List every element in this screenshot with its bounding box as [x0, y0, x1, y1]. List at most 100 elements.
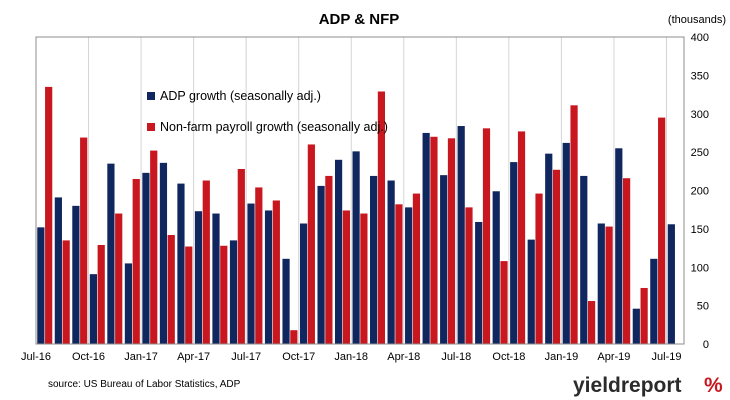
legend-swatch-adp: [147, 92, 155, 100]
adp-bar-dec-18: [545, 153, 553, 344]
x-tick-labels: Jul-16 Oct-16 Jan-17 Apr-17 Jul-17 Oct-17 Jan-…: [21, 351, 681, 363]
x-tick-oct-17: Oct-17: [282, 351, 315, 363]
nfp-bar-jan-19: [570, 105, 578, 344]
nfp-bar-jun-19: [658, 117, 666, 344]
nfp-bar-sep-18: [500, 261, 508, 344]
adp-bar-nov-16: [107, 163, 115, 344]
nfp-bar-jun-18: [447, 138, 456, 344]
nfp-bar-jan-18: [360, 213, 368, 344]
nfp-bar-may-18: [430, 136, 438, 344]
nfp-bar-feb-19: [587, 301, 596, 344]
adp-bar-dec-17: [334, 159, 343, 344]
y-tick-250: 250: [691, 147, 709, 159]
x-tick-apr-17: Apr-17: [177, 351, 210, 363]
adp-bar-jun-18: [440, 175, 448, 344]
adp-bar-aug-18: [475, 221, 483, 344]
nfp-bar-dec-17: [342, 210, 350, 344]
nfp-bar-feb-17: [167, 235, 175, 344]
chart-title: ADP & NFP: [319, 11, 400, 28]
nfp-bar-jul-17: [255, 187, 263, 344]
y-tick-400: 400: [691, 32, 709, 44]
yieldreport-logo: yieldreport %: [573, 374, 723, 397]
adp-bar-oct-18: [510, 162, 518, 344]
adp-bar-jan-19: [562, 142, 570, 344]
x-tick-oct-16: Oct-16: [72, 351, 105, 363]
y-tick-150: 150: [691, 224, 709, 236]
nfp-bar-nov-17: [325, 175, 333, 344]
adp-bar-feb-18: [370, 175, 378, 344]
nfp-bar-dec-18: [552, 169, 561, 344]
y-tick-labels: 0 50 100 150 200 250 300 350 400: [691, 32, 709, 351]
x-tick-apr-19: Apr-19: [597, 351, 630, 363]
adp-bar-mar-18: [387, 180, 395, 344]
adp-bar-may-18: [422, 132, 430, 344]
adp-bar-jun-17: [229, 240, 238, 344]
x-tick-jul-19: Jul-19: [652, 351, 682, 363]
logo-wordmark: yieldreport: [573, 374, 682, 397]
nfp-bar-apr-18: [412, 193, 421, 344]
nfp-bar-apr-19: [623, 178, 631, 344]
legend-label-adp: ADP growth (seasonally adj.): [160, 89, 321, 103]
adp-bar-may-19: [632, 308, 640, 344]
y-tick-50: 50: [697, 301, 709, 313]
adp-bar-jul-19: [667, 224, 675, 344]
adp-bar-jun-19: [650, 258, 658, 344]
adp-bar-apr-18: [405, 207, 413, 344]
nfp-bar-jun-17: [237, 169, 245, 344]
adp-bar-aug-17: [264, 210, 273, 344]
grid-lines: [88, 37, 667, 344]
adp-bar-feb-17: [159, 162, 168, 344]
nfp-bar-mar-19: [605, 226, 613, 344]
adp-bar-nov-18: [527, 239, 535, 344]
y-tick-0: 0: [703, 339, 709, 351]
bars: [37, 86, 675, 345]
adp-bar-sep-16: [72, 205, 80, 344]
x-tick-jan-19: Jan-19: [545, 351, 579, 363]
adp-bar-mar-17: [177, 183, 185, 344]
nfp-bar-aug-18: [482, 128, 491, 344]
nfp-bar-mar-17: [185, 246, 193, 344]
nfp-bar-jan-17: [150, 150, 158, 344]
adp-bar-oct-16: [89, 274, 97, 344]
source-note: source: US Bureau of Labor Statistics, A…: [48, 379, 241, 390]
nfp-bar-dec-16: [132, 178, 140, 344]
adp-bar-jan-18: [352, 151, 360, 344]
nfp-bar-jul-18: [465, 207, 473, 344]
adp-bar-aug-16: [54, 197, 62, 344]
nfp-bar-nov-16: [115, 213, 123, 344]
adp-bar-mar-19: [597, 223, 605, 344]
nfp-bar-oct-16: [97, 244, 105, 344]
adp-bar-jan-17: [142, 172, 150, 344]
adp-bar-may-17: [212, 213, 220, 344]
nfp-bar-jul-16: [45, 86, 53, 344]
adp-bar-dec-16: [124, 263, 133, 344]
legend-label-nfp: Non-farm payroll growth (seasonally adj.…: [160, 120, 388, 134]
x-tick-jul-17: Jul-17: [231, 351, 261, 363]
nfp-bar-aug-17: [272, 200, 280, 344]
nfp-bar-sep-17: [290, 330, 298, 344]
adp-bar-nov-17: [317, 185, 325, 344]
legend-swatch-nfp: [147, 123, 155, 131]
y-tick-200: 200: [691, 186, 709, 198]
adp-bar-feb-19: [580, 175, 588, 344]
x-tick-jul-16: Jul-16: [21, 351, 51, 363]
x-tick-jan-18: Jan-18: [334, 351, 368, 363]
adp-bar-apr-19: [615, 148, 623, 344]
adp-bar-jul-17: [247, 203, 255, 344]
nfp-bar-may-19: [640, 287, 648, 344]
adp-bar-sep-18: [492, 191, 500, 344]
nfp-bar-nov-18: [535, 193, 543, 344]
units-label: (thousands): [668, 14, 726, 26]
y-tick-300: 300: [691, 109, 709, 121]
logo-percent: %: [704, 374, 723, 397]
nfp-bar-oct-17: [307, 144, 315, 344]
x-tick-jul-18: Jul-18: [441, 351, 471, 363]
adp-bar-apr-17: [194, 211, 203, 344]
plot-frame: [35, 36, 685, 345]
x-tick-jan-17: Jan-17: [124, 351, 158, 363]
nfp-bar-may-17: [220, 245, 228, 344]
x-tick-apr-18: Apr-18: [387, 351, 420, 363]
x-tick-oct-18: Oct-18: [492, 351, 525, 363]
y-tick-100: 100: [691, 262, 709, 274]
